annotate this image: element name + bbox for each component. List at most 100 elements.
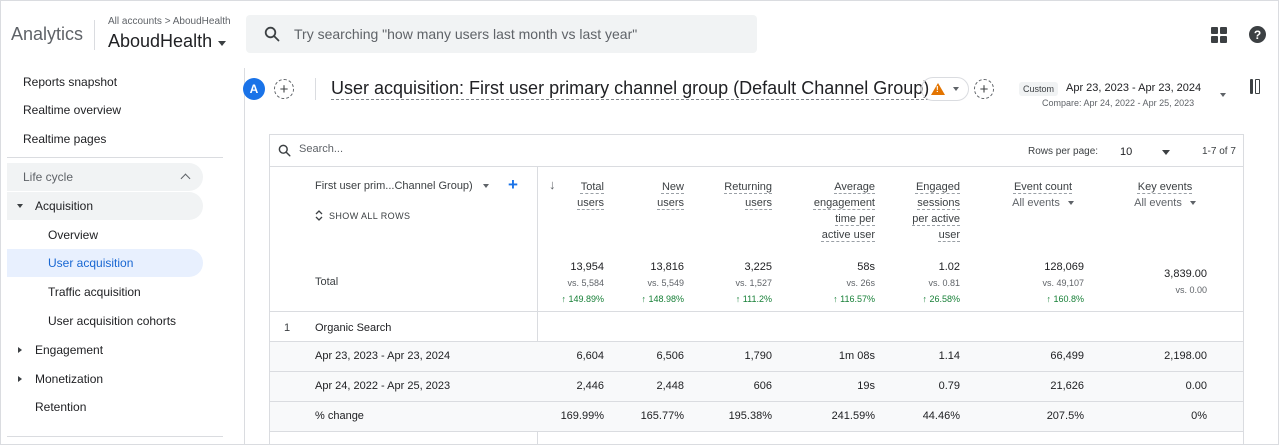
property-selector[interactable]: AboudHealth [108,31,227,52]
nav-monetization[interactable]: Monetization [7,365,203,393]
nav-section-label: Life cycle [23,170,74,184]
col-label: Engaged [915,181,960,193]
table-row [270,402,1243,432]
cell-key-events: 0% [1191,410,1207,422]
col-new-users[interactable]: New users [657,179,684,211]
col-label: Total [580,181,604,193]
total-new-users: 13,816 vs. 5,549 ↑ 148.98% [641,259,684,307]
global-search-input[interactable] [294,26,734,42]
total-value: 3,839.00 [1164,268,1207,280]
nav-retention[interactable]: Retention [7,393,203,421]
row-divider [270,341,1243,342]
table-search-bar[interactable]: Rows per page: 10 1-7 of 7 [270,135,1243,167]
col-label: New [661,181,684,193]
total-compare: vs. 0.00 [1175,285,1207,295]
nav-acquisition[interactable]: Acquisition [7,192,203,220]
cell-total-users: 169.99% [560,410,604,422]
total-value: 1.02 [938,261,960,273]
show-all-rows-button[interactable]: SHOW ALL ROWS [315,210,410,221]
total-engaged-sessions: 1.02 vs. 0.81 ↑ 26.58% [922,259,960,307]
cell-returning-users: 606 [753,380,772,392]
table-row [270,342,1243,372]
row-change-label: % change [315,410,364,422]
page-title[interactable]: User acquisition: First user primary cha… [331,78,930,100]
nav-user-acquisition-cohorts[interactable]: User acquisition cohorts [7,307,203,335]
col-label: per active [912,213,960,225]
warning-icon [931,83,945,95]
customize-report-icon[interactable] [1250,79,1265,94]
nav-overview[interactable]: Overview [7,221,203,249]
sort-descending-icon[interactable]: ↓ [549,177,556,192]
date-range-caret-icon[interactable] [1220,93,1226,97]
plus-icon: + [979,80,989,98]
add-filter-button[interactable]: + [974,79,994,99]
column-divider [537,167,538,445]
total-change: ↑ 26.58% [922,294,960,304]
col-label: Average [834,181,875,193]
rows-per-page-label: Rows per page: [1028,146,1099,157]
search-icon [278,144,291,157]
analytics-brand[interactable]: Analytics [11,24,84,44]
table-search-input[interactable] [299,143,599,155]
col-returning-users[interactable]: Returning users [724,179,772,211]
total-compare: vs. 26s [846,278,875,288]
expand-right-icon [18,376,22,382]
col-avg-engagement-time[interactable]: Average engagement time per active user [814,179,875,243]
total-change: ↑ 149.89% [561,294,604,304]
total-compare: vs. 5,584 [567,278,604,288]
caret-down-icon [1162,149,1170,155]
row-divider [270,401,1243,402]
caret-down-icon [218,40,227,46]
nav-reports-snapshot[interactable]: Reports snapshot [7,68,203,96]
add-dimension-button[interactable]: + [508,175,518,194]
global-search[interactable] [246,15,757,53]
total-change: ↑ 148.98% [641,294,684,304]
total-row-label: Total [315,276,339,288]
dimension-selector[interactable]: First user prim...Channel Group) [315,180,489,192]
col-label: users [657,197,684,209]
total-key-events: 3,839.00 vs. 0.00 [1164,266,1207,298]
cell-new-users: 165.77% [640,410,684,422]
rows-per-page-select[interactable]: 10 [1120,143,1170,161]
caret-down-icon [482,184,489,188]
col-total-users[interactable]: Total users [577,179,604,211]
comparison-avatar[interactable]: A [243,78,265,100]
total-change: ↑ 160.8% [1046,294,1084,304]
event-filter-label: All events [1012,197,1060,209]
nav-realtime-overview[interactable]: Realtime overview [7,96,203,124]
account-breadcrumb[interactable]: All accounts > AboudHealth [108,16,231,27]
apps-grid-icon[interactable] [1211,27,1227,43]
event-filter-select[interactable]: All events [1003,195,1083,211]
data-quality-warning-chip[interactable] [921,77,969,101]
total-compare: vs. 5,549 [647,278,684,288]
total-value: 13,816 [650,261,684,273]
left-nav: Reports snapshot Realtime overview Realt… [7,68,245,445]
cell-engaged-sessions: 1.14 [938,350,960,362]
help-icon[interactable]: ? [1249,26,1266,43]
rows-per-page-value: 10 [1120,146,1133,158]
nav-user-acquisition[interactable]: User acquisition [7,249,203,277]
col-label: engagement [813,197,875,209]
nav-label: Overview [48,228,99,242]
cell-new-users: 6,506 [656,350,684,362]
col-label: Key events [1137,181,1193,193]
col-key-events[interactable]: Key events All events [1125,179,1205,211]
nav-realtime-pages[interactable]: Realtime pages [7,125,203,153]
date-range-picker[interactable]: Apr 23, 2023 - Apr 23, 2024 [1066,82,1202,94]
nav-section-lifecycle[interactable]: Life cycle [7,163,203,191]
col-engaged-sessions[interactable]: Engaged sessions per active user [912,179,960,243]
group-name[interactable]: Organic Search [315,322,392,334]
cell-new-users: 2,448 [656,380,684,392]
caret-down-icon [1067,201,1074,205]
col-event-count[interactable]: Event count All events [1003,179,1083,211]
nav-engagement[interactable]: Engagement [7,336,203,364]
cell-event-count: 207.5% [1046,410,1084,422]
nav-traffic-acquisition[interactable]: Traffic acquisition [7,278,203,306]
add-comparison-button[interactable]: + [274,79,294,99]
key-event-filter-select[interactable]: All events [1125,195,1205,211]
cell-key-events: 0.00 [1185,380,1207,392]
cell-avg-engagement: 19s [857,380,875,392]
row-date-label: Apr 23, 2023 - Apr 23, 2024 [315,350,451,362]
col-label: users [745,197,772,209]
dimension-header-label: First user prim...Channel Group) [315,180,473,192]
